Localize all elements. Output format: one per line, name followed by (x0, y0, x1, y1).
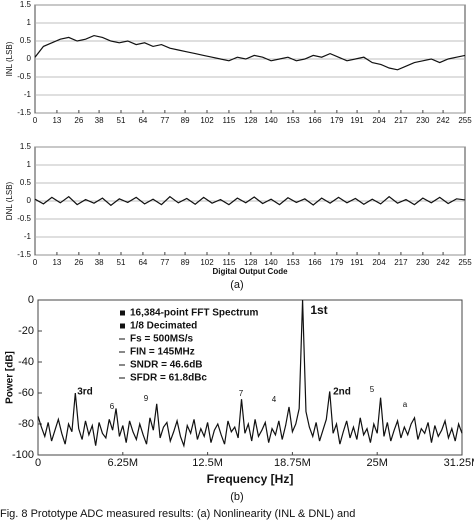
x-tick-label: 230 (416, 116, 430, 125)
x-tick-label: 179 (330, 258, 344, 267)
panel-label: (a) (230, 279, 243, 291)
x-tick-label: 18.75M (274, 457, 311, 469)
y-tick-label: 0 (27, 54, 32, 63)
x-tick-label: 89 (181, 258, 190, 267)
spur-label: 6 (110, 402, 115, 411)
y-tick-label: 0.5 (20, 36, 32, 45)
y-tick-label: 1 (27, 160, 32, 169)
plot-area (37, 299, 463, 456)
x-tick-label: 26 (74, 116, 83, 125)
y-tick-label: -1 (24, 232, 32, 241)
y-tick-label: 1.5 (20, 142, 32, 151)
spur-label: 3rd (77, 387, 93, 398)
spur-label: 4 (272, 395, 277, 404)
y-tick-label: -0.5 (17, 214, 31, 223)
panel-label: (b) (230, 491, 243, 503)
x-axis-label: Digital Output Code (212, 267, 288, 276)
x-tick-label: 64 (138, 258, 147, 267)
legend-text: 16,384-point FFT Spectrum (130, 308, 258, 319)
legend-text: SFDR = 61.8dBc (130, 373, 207, 384)
y-tick-label: 0.5 (20, 178, 32, 187)
x-tick-label: 140 (264, 258, 278, 267)
x-axis-label: Frequency [Hz] (207, 472, 294, 486)
legend-text: FIN = 145MHz (130, 347, 195, 358)
x-tick-label: 128 (244, 258, 258, 267)
x-tick-label: 51 (117, 258, 126, 267)
x-tick-label: 242 (436, 116, 450, 125)
x-tick-label: 191 (350, 116, 364, 125)
y-tick-label: -60 (18, 387, 34, 399)
spur-label: 1st (310, 303, 327, 317)
x-tick-label: 102 (200, 116, 214, 125)
legend-marker (120, 323, 125, 329)
x-tick-label: 166 (308, 116, 322, 125)
x-tick-label: 255 (458, 116, 472, 125)
x-tick-label: 204 (372, 258, 386, 267)
x-tick-label: 153 (286, 116, 300, 125)
legend-marker (120, 310, 125, 316)
x-tick-label: 77 (160, 258, 169, 267)
y-axis-label: INL (LSB) (5, 41, 14, 76)
x-tick-label: 179 (330, 116, 344, 125)
spur-label: 7 (239, 389, 244, 398)
x-tick-label: 89 (181, 116, 190, 125)
data-line (34, 195, 466, 207)
x-tick-label: 0 (33, 116, 38, 125)
figure-caption: Fig. 8 Prototype ADC measured results: (… (0, 508, 355, 520)
x-tick-label: 166 (308, 258, 322, 267)
y-tick-label: -1.5 (17, 250, 31, 259)
y-axis-label: Power [dB] (5, 351, 16, 404)
x-tick-label: 31.25M (444, 457, 474, 469)
y-tick-label: 1.5 (20, 0, 32, 9)
spur-label: a (403, 400, 408, 409)
x-tick-label: 13 (52, 258, 61, 267)
spur-label: 9 (144, 394, 149, 403)
data-line (37, 299, 463, 449)
x-tick-label: 38 (95, 258, 104, 267)
spur-label: 2nd (333, 387, 351, 398)
x-tick-label: 115 (223, 258, 236, 267)
y-tick-label: -40 (18, 356, 34, 368)
data-line (34, 34, 466, 71)
y-tick-label: 0 (28, 294, 34, 306)
spur-label: 5 (370, 385, 375, 394)
x-tick-label: 25M (366, 457, 387, 469)
y-tick-label: -1.5 (17, 108, 31, 117)
x-tick-label: 140 (264, 116, 278, 125)
y-tick-label: 1 (27, 18, 32, 27)
x-tick-label: 217 (394, 258, 408, 267)
x-tick-label: 102 (200, 258, 214, 267)
x-tick-label: 217 (394, 116, 408, 125)
x-tick-label: 242 (436, 258, 450, 267)
x-tick-label: 230 (416, 258, 430, 267)
legend-text: Fs = 500MS/s (130, 334, 194, 345)
x-tick-label: 13 (52, 116, 61, 125)
x-tick-label: 153 (286, 258, 300, 267)
x-tick-label: 255 (458, 258, 472, 267)
y-tick-label: -0.5 (17, 72, 31, 81)
x-tick-label: 26 (74, 258, 83, 267)
x-tick-label: 12.5M (192, 457, 223, 469)
y-axis-label: DNL (LSB) (5, 181, 14, 220)
y-tick-label: -80 (18, 418, 34, 430)
x-tick-label: 51 (117, 116, 126, 125)
y-tick-label: -100 (12, 449, 34, 461)
y-tick-label: -20 (18, 325, 34, 337)
x-tick-label: 6.25M (108, 457, 139, 469)
x-tick-label: 0 (33, 258, 38, 267)
x-tick-label: 0 (35, 457, 41, 469)
legend-text: 1/8 Decimated (130, 321, 197, 332)
x-tick-label: 191 (350, 258, 364, 267)
x-tick-label: 38 (95, 116, 104, 125)
x-tick-label: 128 (244, 116, 258, 125)
x-tick-label: 64 (138, 116, 147, 125)
x-tick-label: 115 (223, 116, 236, 125)
y-tick-label: -1 (24, 90, 32, 99)
legend-text: SNDR = 46.6dB (130, 360, 203, 371)
x-tick-label: 204 (372, 116, 386, 125)
x-tick-label: 77 (160, 116, 169, 125)
y-tick-label: 0 (27, 196, 32, 205)
